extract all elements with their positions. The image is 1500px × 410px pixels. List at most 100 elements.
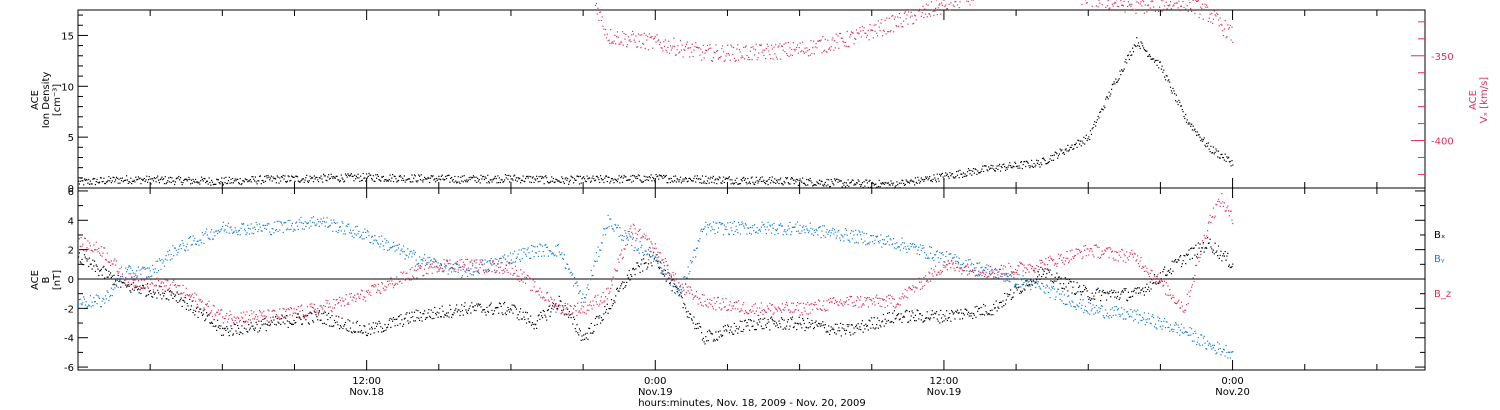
b-series-0-point xyxy=(538,314,540,316)
b-series-0-point xyxy=(947,317,949,319)
b-series-0-point xyxy=(427,312,429,314)
ion-density-series-point xyxy=(160,178,162,180)
ion-density-series-point xyxy=(483,178,485,180)
ion-density-series-point xyxy=(279,177,281,179)
b-series-0-point xyxy=(250,322,252,324)
b-series-0-point xyxy=(1064,277,1066,279)
b-series-0-point xyxy=(711,333,713,335)
b-series-1-point xyxy=(300,216,302,219)
ion-density-series-point xyxy=(991,167,993,169)
b-series-0-point xyxy=(680,295,682,297)
b-series-1-point xyxy=(451,267,453,269)
b-series-1-point xyxy=(105,298,107,300)
b-series-1-point xyxy=(312,221,314,223)
b-series-0-point xyxy=(807,327,810,329)
ion-density-series-point xyxy=(737,183,739,185)
ion-density-series-point xyxy=(316,176,318,179)
b-series-1-point xyxy=(475,262,477,264)
b-series-1-point xyxy=(221,228,223,230)
vx-series-point xyxy=(940,13,942,15)
vx-series-point xyxy=(1112,5,1114,7)
ion-density-series-point xyxy=(823,185,825,187)
vx-series-point xyxy=(1159,6,1161,8)
ion-density-series-point xyxy=(678,181,680,183)
vx-series-point xyxy=(657,40,659,42)
ion-density-series-point xyxy=(1079,143,1081,145)
b-series-1-point xyxy=(259,226,261,228)
vx-series-point xyxy=(1085,2,1087,4)
ion-density-series-point xyxy=(1195,131,1197,133)
b-series-0-point xyxy=(723,330,725,332)
vx-series-point xyxy=(1095,5,1097,7)
ion-density-series-point xyxy=(264,175,266,178)
b-series-0-point xyxy=(485,314,487,316)
b-series-0-point xyxy=(216,329,218,331)
ion-density-series-point xyxy=(310,178,312,180)
b-series-0-point xyxy=(1010,298,1012,300)
b-series-0-point xyxy=(861,320,863,322)
ion-density-series-point xyxy=(996,165,998,167)
b-series-0-point xyxy=(1143,290,1145,293)
b-series-0-point xyxy=(400,314,402,316)
ion-density-series-point xyxy=(1127,54,1129,56)
b-series-1-point xyxy=(165,255,167,257)
b-series-0-point xyxy=(626,281,628,283)
vx-series-point xyxy=(740,57,742,59)
b-series-0-point xyxy=(865,323,867,325)
ion-density-series-point xyxy=(669,178,671,180)
b-series-1-point xyxy=(294,229,296,231)
b-series-1-point xyxy=(109,296,111,298)
vx-series-point xyxy=(636,46,638,48)
b-series-0-point xyxy=(683,302,685,304)
vx-series-point xyxy=(1091,5,1093,7)
b-series-1-point xyxy=(206,234,208,236)
b-series-1-point xyxy=(92,305,94,307)
b-series-0-point xyxy=(945,318,947,320)
b-series-1-point xyxy=(528,252,530,254)
vx-series-point xyxy=(1151,0,1153,1)
b-series-0-point xyxy=(1089,297,1091,299)
ion-density-series-point xyxy=(119,182,121,184)
ion-density-series-point xyxy=(387,179,389,181)
b-series-0-point xyxy=(96,265,98,268)
b-series-0-point xyxy=(805,326,807,328)
ion-density-series-point xyxy=(392,181,395,183)
ion-density-series-point xyxy=(461,180,463,182)
b-series-0-point xyxy=(738,326,741,328)
b-series-0-point xyxy=(914,314,916,316)
b-series-1-point xyxy=(119,279,121,281)
b-series-0-point xyxy=(665,280,667,282)
b-series-1-point xyxy=(155,260,157,263)
b-series-0-point xyxy=(407,320,409,322)
ion-density-series-point xyxy=(507,178,509,180)
b-series-0-point xyxy=(452,314,454,316)
ion-density-series xyxy=(78,37,1234,189)
b-series-1-point xyxy=(695,256,697,258)
b-series-0-point xyxy=(150,293,152,295)
ion-density-series-point xyxy=(485,177,487,179)
ion-density-series-point xyxy=(758,180,760,182)
b-series-1-point xyxy=(243,228,245,230)
vx-series-point xyxy=(1218,25,1220,27)
b-series-1-point xyxy=(195,243,198,245)
b-series-0-point xyxy=(135,286,137,288)
b-series-0-point xyxy=(339,328,341,330)
vx-series-point xyxy=(884,19,886,21)
b-series-0-point xyxy=(525,322,528,324)
vx-series-point xyxy=(597,7,599,9)
b-series-0-point xyxy=(388,319,390,321)
b-series-0-point xyxy=(410,316,412,319)
b-series-1-point xyxy=(556,255,558,257)
b-series-0-point xyxy=(987,314,989,316)
b-series-1-point xyxy=(371,235,373,237)
ion-density-series-point xyxy=(1027,162,1029,164)
b-series-1-point xyxy=(607,214,609,216)
b-series-1-point xyxy=(568,268,570,270)
b-series-0-point xyxy=(274,323,276,325)
b-series-0-point xyxy=(536,327,538,329)
b-series-1-point xyxy=(418,262,420,264)
ion-density-series-point xyxy=(674,175,677,177)
ion-density-series-point xyxy=(139,177,141,179)
ion-density-series-point xyxy=(821,181,823,183)
b-series-0-point xyxy=(185,308,187,310)
